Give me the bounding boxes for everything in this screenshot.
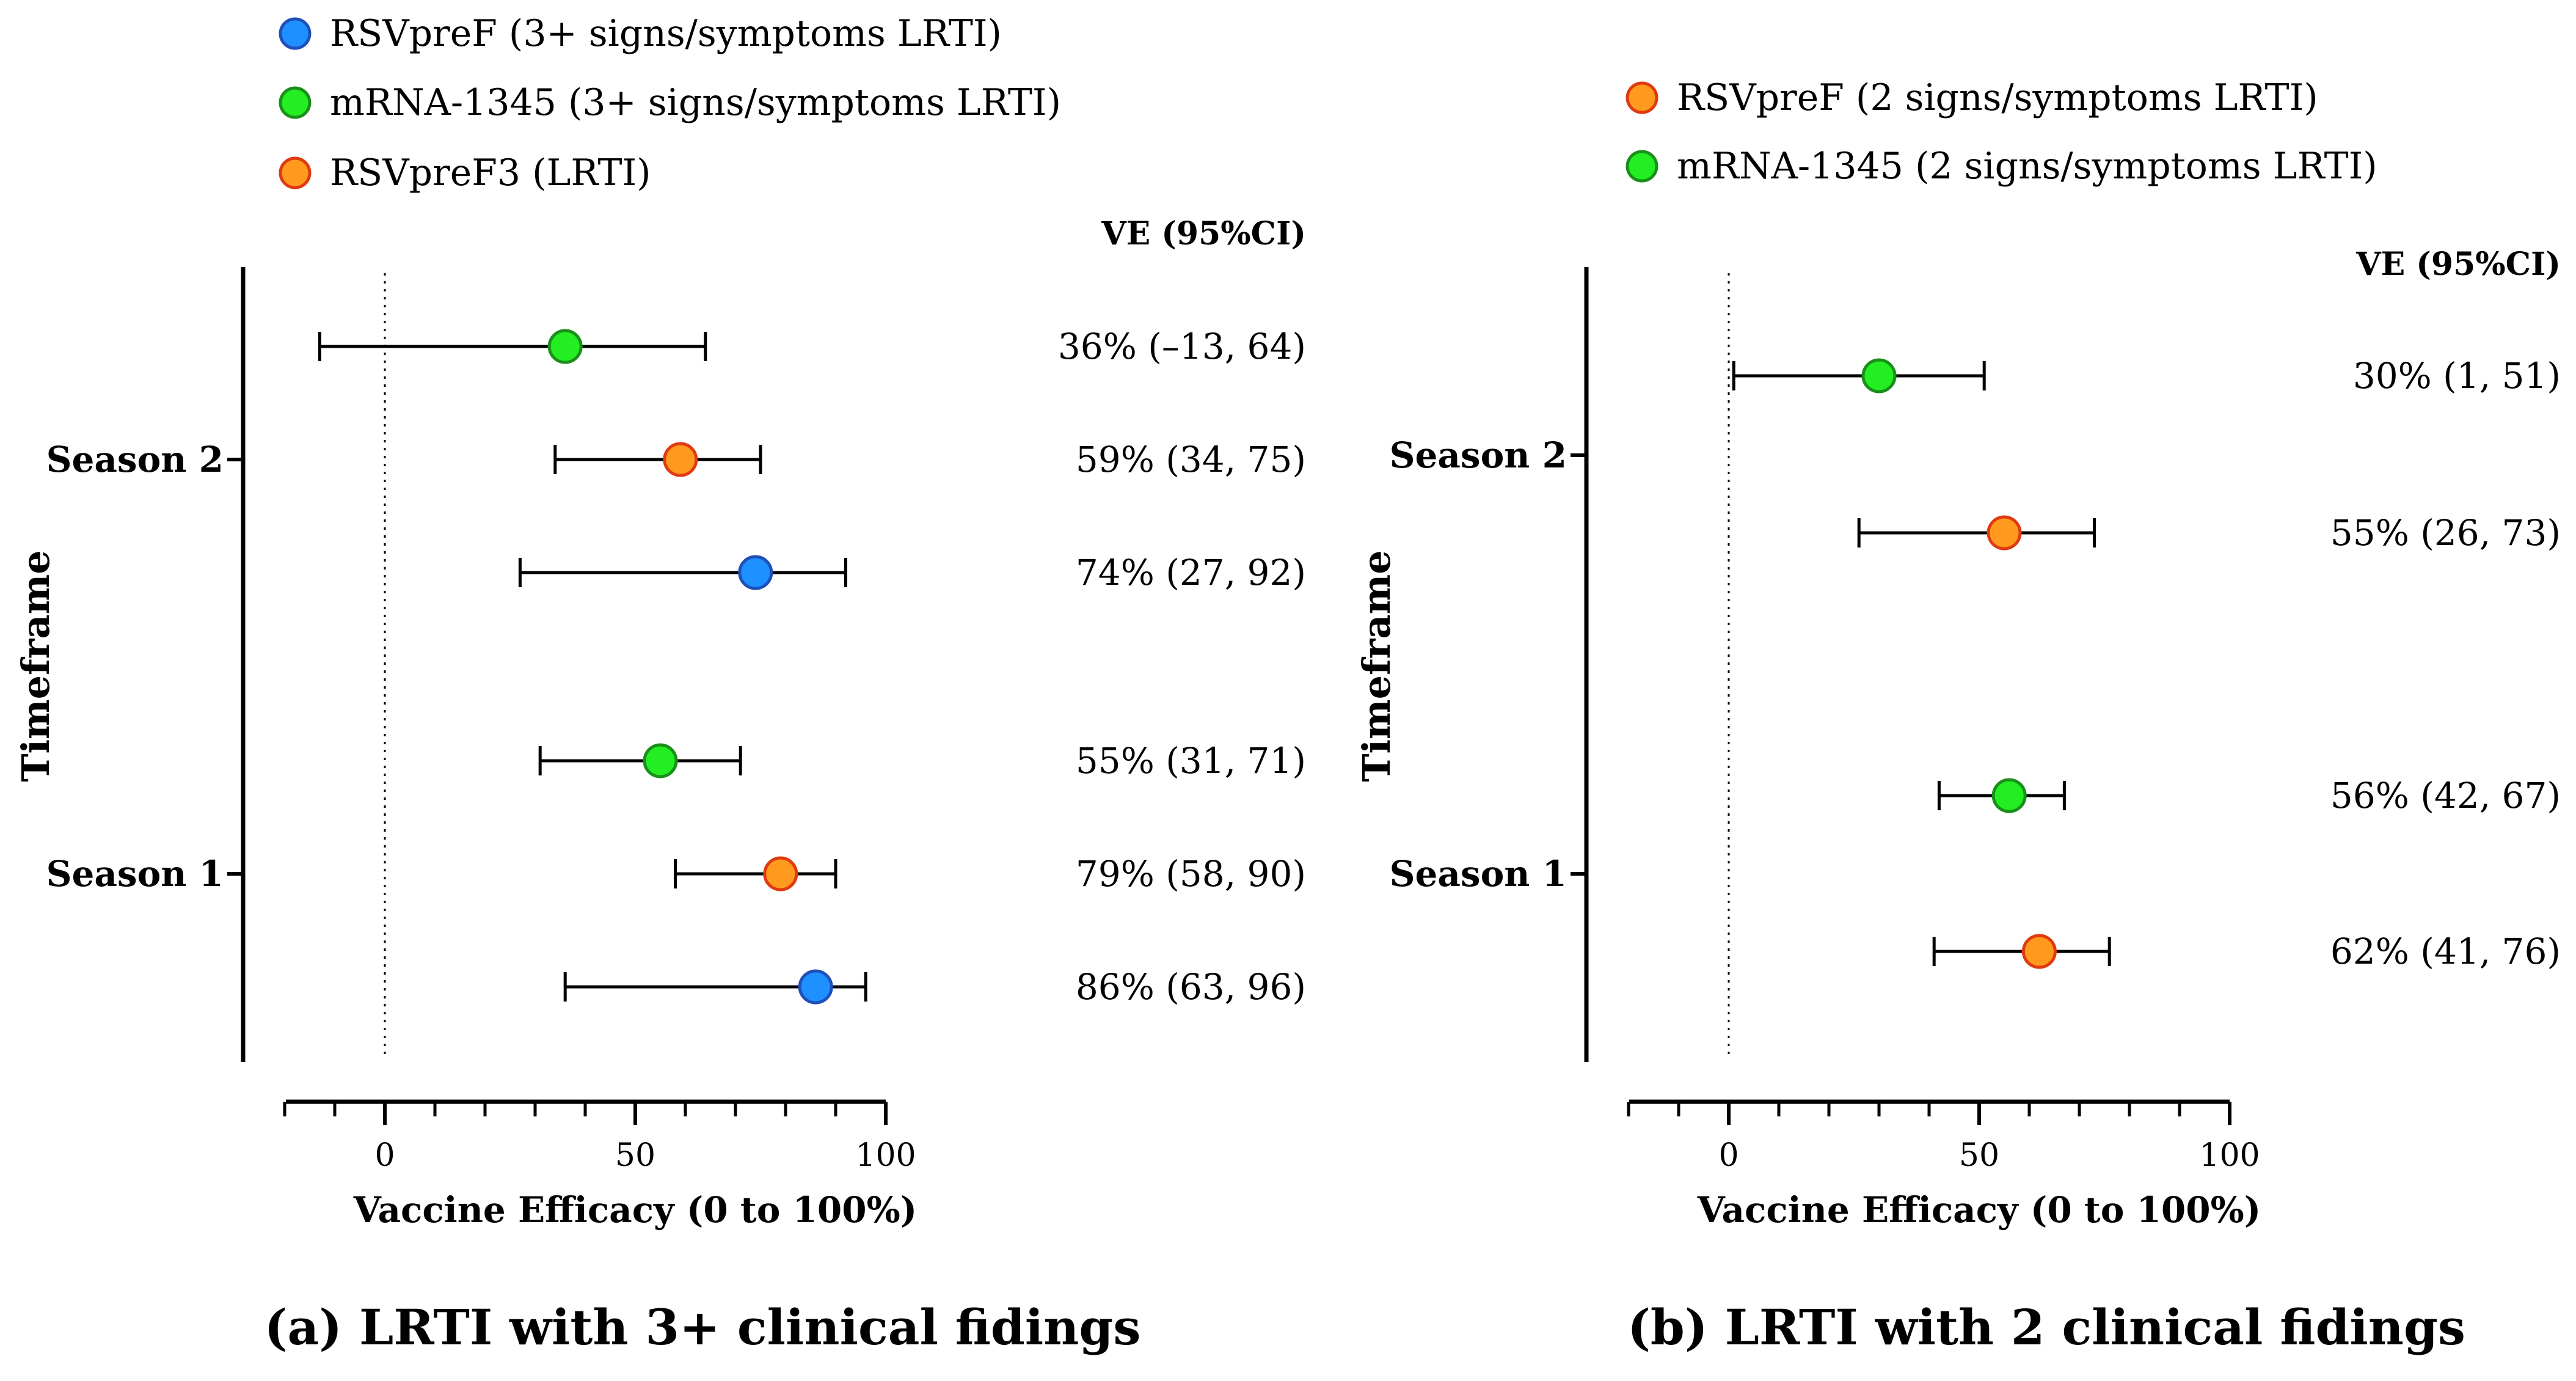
ve-value-label: 30% (1, 51)	[2353, 355, 2561, 397]
data-row-orange: 55% (26, 73)	[1857, 512, 2561, 554]
data-row-orange: 62% (41, 76)	[1932, 931, 2561, 972]
ve-column-header: VE (95%CI)	[2355, 246, 2561, 283]
panel-b: RSVpreF (2 signs/symptoms LRTI) mRNA-1345…	[1354, 76, 2561, 1356]
legend-marker-orange	[279, 156, 312, 189]
point-estimate-marker	[1987, 515, 2022, 551]
legend-marker-green	[279, 86, 312, 119]
data-row-green: 30% (1, 51)	[1732, 355, 2561, 397]
legend-marker-blue	[279, 17, 312, 50]
x-tick-label: 0	[374, 1137, 395, 1174]
data-row-green: 36% (–13, 64)	[318, 326, 1306, 367]
legend-label: RSVpreF3 (LRTI)	[330, 152, 651, 194]
panel-caption: (b) LRTI with 2 clinical fidings	[1627, 1299, 2465, 1356]
panel-caption: (a) LRTI with 3+ clinical fidings	[265, 1299, 1141, 1356]
ve-value-label: 79% (58, 90)	[1076, 853, 1306, 895]
point-estimate-marker	[738, 555, 773, 590]
legend-label: RSVpreF (3+ signs/symptoms LRTI)	[330, 12, 1002, 55]
data-row-orange: 59% (34, 75)	[553, 439, 1306, 480]
y-category-label: Season 2	[46, 439, 224, 480]
point-estimate-marker	[663, 442, 698, 477]
panel-a: RSVpreF (3+ signs/symptoms LRTI) mRNA-134…	[13, 12, 1306, 1356]
point-estimate-marker	[547, 329, 583, 364]
legend-label: RSVpreF (2 signs/symptoms LRTI)	[1677, 76, 2318, 119]
x-tick-label: 100	[855, 1137, 916, 1174]
x-axis-title: Vaccine Efficacy (0 to 100%)	[1697, 1189, 2261, 1231]
point-estimate-marker	[763, 856, 798, 892]
ve-value-label: 59% (34, 75)	[1076, 439, 1306, 480]
ve-value-label: 55% (31, 71)	[1076, 740, 1306, 782]
point-estimate-marker	[1861, 358, 1897, 394]
ve-value-label: 62% (41, 76)	[2330, 931, 2561, 972]
x-axis-title: Vaccine Efficacy (0 to 100%)	[353, 1189, 917, 1231]
y-category-label: Season 1	[1390, 853, 1567, 895]
data-row-blue: 86% (63, 96)	[563, 966, 1306, 1008]
point-estimate-marker	[2021, 934, 2057, 969]
x-tick-label: 50	[615, 1137, 655, 1174]
data-row-green: 55% (31, 71)	[538, 740, 1306, 782]
x-tick-label: 0	[1718, 1137, 1739, 1174]
ve-value-label: 74% (27, 92)	[1076, 552, 1306, 593]
point-estimate-marker	[643, 743, 678, 778]
y-axis-title: Timeframe	[1354, 550, 1399, 782]
y-axis-title: Timeframe	[13, 550, 58, 782]
ve-value-label: 55% (26, 73)	[2330, 512, 2561, 554]
legend-label: mRNA-1345 (3+ signs/symptoms LRTI)	[330, 81, 1061, 124]
point-estimate-marker	[1991, 778, 2027, 813]
data-row-orange: 79% (58, 90)	[674, 853, 1306, 895]
x-tick-label: 50	[1959, 1137, 1999, 1174]
ve-value-label: 56% (42, 67)	[2330, 775, 2561, 816]
ve-column-header: VE (95%CI)	[1101, 215, 1306, 252]
x-tick-label: 100	[2199, 1137, 2260, 1174]
ve-value-label: 86% (63, 96)	[1076, 966, 1306, 1008]
ve-value-label: 36% (–13, 64)	[1058, 326, 1306, 367]
y-category-label: Season 2	[1390, 434, 1567, 476]
data-row-blue: 74% (27, 92)	[518, 552, 1306, 593]
point-estimate-marker	[798, 969, 833, 1005]
legend-marker-green	[1626, 150, 1658, 183]
legend-label: mRNA-1345 (2 signs/symptoms LRTI)	[1677, 145, 2377, 188]
data-row-green: 56% (42, 67)	[1937, 775, 2561, 816]
legend-marker-orange	[1626, 81, 1658, 114]
y-category-label: Season 1	[46, 853, 224, 895]
